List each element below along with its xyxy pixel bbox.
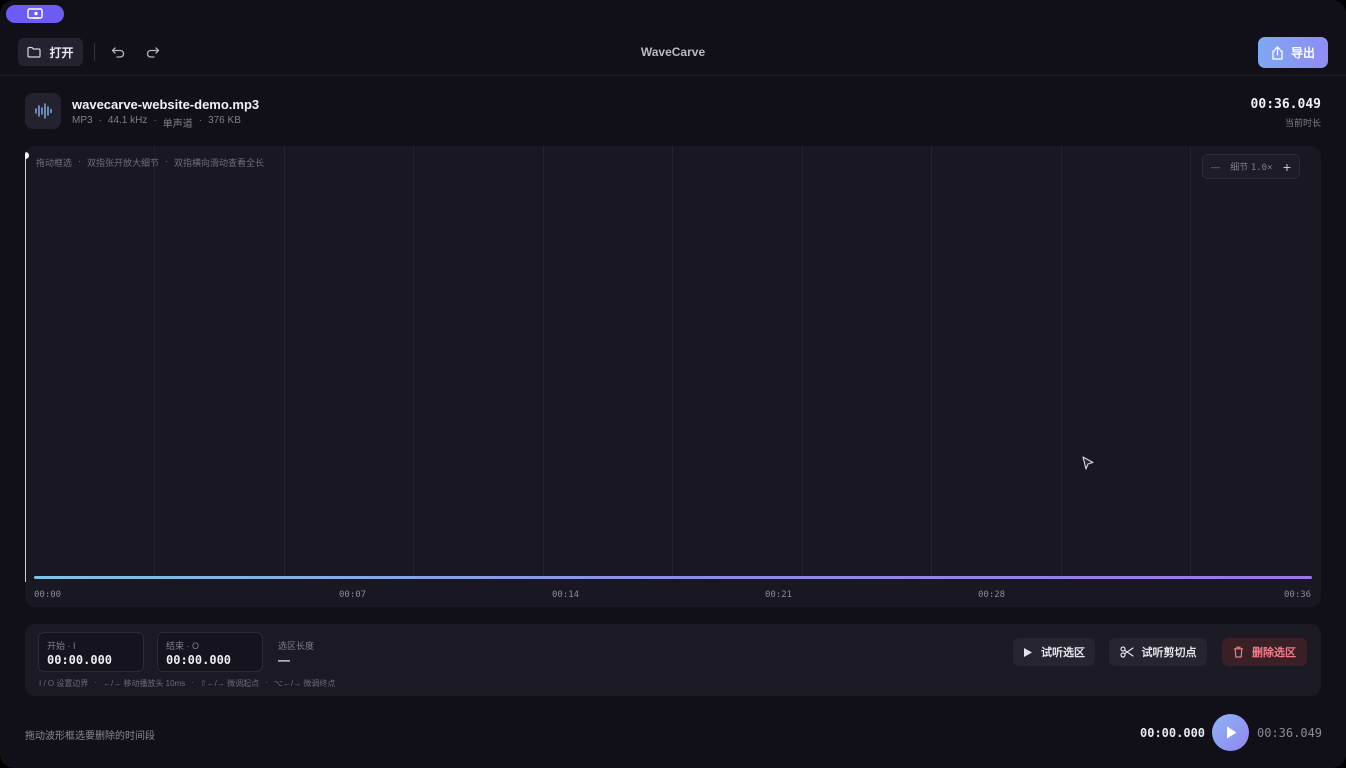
waveform-panel[interactable]: 拖动框选 · 双指张开放大细节 · 双指横向滑动查看全长 — 细节 1.0× +… <box>25 146 1321 607</box>
waveform[interactable] <box>25 146 1321 607</box>
file-format: MP3 <box>72 115 93 126</box>
open-button[interactable]: 打开 <box>18 38 83 66</box>
delete-selection-button[interactable]: 删除选区 <box>1222 638 1307 666</box>
transport-hint: 拖动波形框选要删除的时间段 <box>25 731 155 742</box>
file-sample-rate: 44.1 kHz <box>107 115 148 126</box>
hint-separator: · <box>191 678 194 687</box>
current-duration: 00:36.049 <box>1250 97 1321 112</box>
scissors-icon <box>1119 646 1134 658</box>
app-title: WaveCarve <box>640 45 706 59</box>
selection-length-value: — <box>278 653 290 667</box>
export-button-label: 导出 <box>1290 46 1315 60</box>
selection-end-value[interactable]: 00:00.000 <box>166 653 232 667</box>
file-name: wavecarve-website-demo.mp3 <box>72 97 260 112</box>
selection-panel: 开始 · I 00:00.000 结束 · O 00:00.000 选区长度 —… <box>25 624 1321 696</box>
file-meta: MP3 · 44.1 kHz · 单声道 · 376 KB <box>72 115 241 130</box>
hint-separator: · <box>265 678 268 687</box>
zoom-level: 1.0× <box>1250 163 1273 173</box>
file-info: wavecarve-website-demo.mp3 MP3 · 44.1 kH… <box>25 93 1321 133</box>
selection-end-field[interactable]: 结束 · O 00:00.000 <box>157 632 263 672</box>
selection-length-label: 选区长度 <box>278 641 315 651</box>
meta-separator: · <box>98 115 102 126</box>
redo-icon <box>146 47 160 58</box>
file-channels: 单声道 <box>162 119 193 130</box>
share-icon <box>1272 45 1283 60</box>
zoom-detail-label: 细节 <box>1230 162 1249 172</box>
screen-share-icon <box>27 8 43 19</box>
hint-swipe-scroll: 双指横向滑动查看全长 <box>174 158 265 168</box>
zoom-in-button[interactable]: + <box>1282 158 1291 175</box>
meta-separator: · <box>198 115 203 126</box>
current-duration-label: 当前时长 <box>1284 118 1321 128</box>
time-tick: 00:00 <box>34 590 62 600</box>
time-tick: 00:28 <box>978 590 1006 600</box>
current-time: 00:00.000 <box>1140 726 1206 740</box>
selection-start-label: 开始 · I <box>47 641 76 651</box>
selection-start-value[interactable]: 00:00.000 <box>47 653 113 667</box>
playhead-handle[interactable] <box>25 152 29 159</box>
hint-pinch-zoom: 双指张开放大细节 <box>87 158 160 168</box>
undo-button[interactable] <box>108 42 128 62</box>
toolbar: 打开 WaveCarve 导出 <box>0 28 1346 76</box>
time-tick: 00:21 <box>765 590 793 600</box>
hint-separator: · <box>94 678 98 687</box>
selection-end-label: 结束 · O <box>166 641 199 651</box>
audio-file-icon <box>25 93 61 129</box>
play-button[interactable] <box>1212 714 1249 751</box>
preview-selection-label: 试听选区 <box>1041 647 1085 659</box>
undo-icon <box>111 47 125 58</box>
waveform-hint: 拖动框选 · 双指张开放大细节 · 双指横向滑动查看全长 <box>36 156 264 169</box>
hint-drag-select: 拖动框选 <box>36 158 73 168</box>
zoom-label: 细节 1.0× <box>1230 160 1272 173</box>
open-button-label: 打开 <box>49 45 74 60</box>
export-button[interactable]: 导出 <box>1258 37 1328 68</box>
mouse-cursor-icon <box>1081 456 1095 475</box>
hint-separator: · <box>165 156 169 166</box>
time-tick: 00:07 <box>339 590 367 600</box>
zoom-control: — 细节 1.0× + <box>1202 154 1300 179</box>
waveform-icon <box>35 103 52 119</box>
total-time: 00:36.049 <box>1257 726 1323 740</box>
play-icon <box>1024 647 1032 657</box>
folder-icon <box>27 46 42 58</box>
playhead[interactable] <box>25 152 29 582</box>
redo-button[interactable] <box>143 42 163 62</box>
hint-nudge-end: ⌥←/→ 微调终点 <box>273 679 336 688</box>
preview-selection-button[interactable]: 试听选区 <box>1013 638 1095 666</box>
time-tick: 00:36 <box>1284 590 1312 600</box>
delete-selection-label: 删除选区 <box>1252 647 1296 659</box>
trash-icon <box>1234 646 1243 658</box>
play-icon <box>1226 726 1236 739</box>
hint-move-playhead: ←/→ 移动播放头 10ms <box>103 679 186 688</box>
selection-start-field[interactable]: 开始 · I 00:00.000 <box>38 632 144 672</box>
file-size: 376 KB <box>208 115 241 126</box>
toolbar-divider <box>94 43 95 61</box>
zoom-out-button[interactable]: — <box>1211 161 1220 172</box>
hint-set-bounds: I / O 设置边界 <box>39 679 89 688</box>
keyboard-hints: I / O 设置边界 · ←/→ 移动播放头 10ms · ⇧←/→ 微调起点 … <box>39 678 335 689</box>
screen-share-indicator[interactable] <box>6 5 64 23</box>
time-tick: 00:14 <box>552 590 580 600</box>
preview-cut-label: 试听剪切点 <box>1141 647 1197 659</box>
meta-separator: · <box>153 115 157 126</box>
hint-separator: · <box>78 156 82 166</box>
hint-nudge-start: ⇧←/→ 微调起点 <box>199 679 260 688</box>
timeline-track[interactable] <box>34 576 1312 579</box>
preview-cut-button[interactable]: 试听剪切点 <box>1109 638 1207 666</box>
